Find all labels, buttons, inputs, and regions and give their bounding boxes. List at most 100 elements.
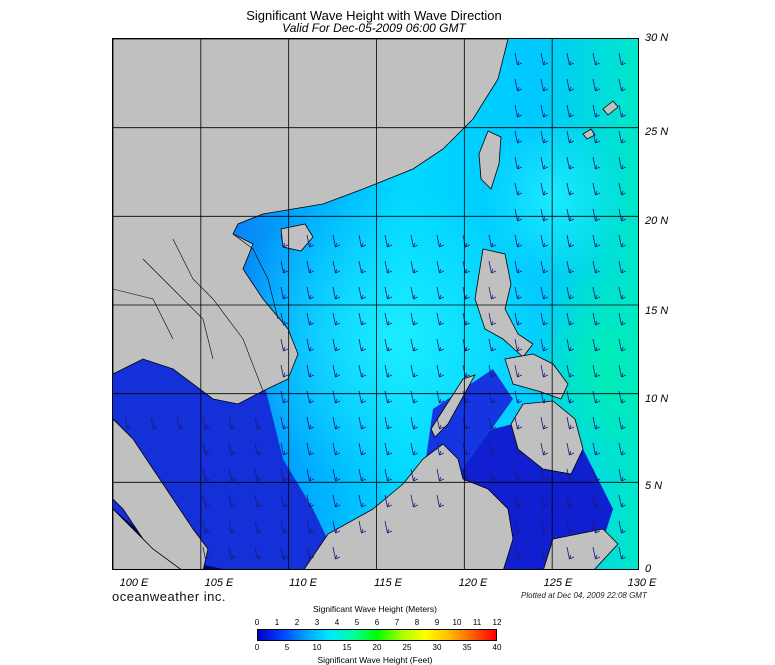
- wave-direction-arrow: [306, 260, 315, 274]
- lon-label-130e: 130 E: [627, 577, 657, 589]
- wave-direction-arrow: [306, 520, 315, 534]
- wave-direction-arrow: [436, 312, 445, 326]
- lat-label-30n: 30 N: [645, 32, 669, 44]
- wave-direction-arrow: [592, 78, 601, 92]
- lat-label-0: 0: [645, 563, 652, 575]
- wave-direction-arrow: [306, 416, 315, 430]
- wave-direction-arrow: [540, 52, 549, 66]
- wave-direction-arrow: [306, 442, 315, 456]
- wave-direction-arrow: [228, 494, 237, 508]
- wave-direction-arrow: [306, 234, 315, 248]
- wave-direction-arrow: [618, 312, 627, 326]
- wave-direction-arrow: [332, 338, 341, 352]
- wave-direction-arrow: [488, 364, 497, 378]
- meter-tick-label: 4: [334, 618, 340, 627]
- wave-direction-arrow: [332, 286, 341, 300]
- wave-direction-arrow: [488, 338, 497, 352]
- taiwan-island: [478, 130, 502, 190]
- wave-direction-arrow: [228, 416, 237, 430]
- wave-direction-arrow: [306, 312, 315, 326]
- wave-direction-arrow: [306, 494, 315, 508]
- wave-direction-arrow: [202, 468, 211, 482]
- wave-direction-arrow: [592, 130, 601, 144]
- meter-tick-label: 8: [414, 618, 420, 627]
- wave-direction-arrow: [618, 390, 627, 404]
- wave-direction-arrow: [436, 234, 445, 248]
- meter-tick-label: 11: [472, 618, 482, 627]
- wave-direction-arrow: [358, 312, 367, 326]
- wave-direction-arrow: [566, 52, 575, 66]
- wave-direction-arrow: [618, 364, 627, 378]
- map-title: Significant Wave Height with Wave Direct…: [246, 8, 502, 23]
- wave-direction-arrow: [280, 338, 289, 352]
- wave-direction-arrow: [254, 442, 263, 456]
- wave-direction-arrow: [592, 312, 601, 326]
- wave-direction-arrow: [540, 338, 549, 352]
- wave-direction-arrow: [280, 234, 289, 248]
- lon-label-105e: 105 E: [204, 577, 234, 589]
- wave-direction-arrow: [514, 130, 523, 144]
- wave-direction-arrow: [540, 182, 549, 196]
- wave-direction-arrow: [358, 234, 367, 248]
- luzon-strait-waves: [483, 119, 623, 279]
- lat-label-20n: 20 N: [645, 215, 669, 227]
- feet-tick-label: 40: [492, 643, 502, 652]
- wave-direction-arrow: [592, 364, 601, 378]
- meter-tick-label: 6: [374, 618, 380, 627]
- wave-direction-arrow: [384, 468, 393, 482]
- wave-direction-arrow: [436, 364, 445, 378]
- wave-direction-arrow: [410, 416, 419, 430]
- wave-height-map: [112, 38, 639, 570]
- wave-direction-arrow: [306, 364, 315, 378]
- wave-direction-arrow: [488, 260, 497, 274]
- wave-direction-arrow: [540, 208, 549, 222]
- wave-direction-arrow: [540, 390, 549, 404]
- wave-direction-arrow: [618, 208, 627, 222]
- wave-direction-arrow: [592, 182, 601, 196]
- borneo-island: [303, 443, 514, 569]
- wave-direction-arrow: [540, 312, 549, 326]
- wave-direction-arrow: [436, 338, 445, 352]
- wave-direction-arrow: [540, 78, 549, 92]
- wave-direction-arrow: [332, 520, 341, 534]
- wave-direction-arrow: [228, 520, 237, 534]
- wave-direction-arrow: [618, 416, 627, 430]
- wave-direction-arrow: [410, 494, 419, 508]
- wave-direction-arrow: [436, 468, 445, 482]
- lat-label-15n: 15 N: [645, 305, 669, 317]
- wave-direction-arrow: [540, 234, 549, 248]
- wave-direction-arrow: [592, 416, 601, 430]
- wave-direction-arrow: [280, 546, 289, 560]
- wave-direction-arrow: [280, 260, 289, 274]
- wave-direction-arrow: [410, 468, 419, 482]
- lon-label-115e: 115 E: [374, 577, 402, 589]
- meter-tick-label: 9: [434, 618, 440, 627]
- lon-label-100e: 100 E: [119, 577, 149, 589]
- lon-label-110e: 110 E: [289, 577, 317, 589]
- wave-direction-arrow: [332, 260, 341, 274]
- legend-title-meters: Significant Wave Height (Meters): [313, 604, 437, 614]
- wave-direction-arrow: [254, 416, 263, 430]
- wave-direction-arrow: [358, 364, 367, 378]
- wave-direction-arrow: [124, 416, 133, 430]
- feet-tick-label: 5: [284, 643, 290, 652]
- wave-direction-arrow: [514, 104, 523, 118]
- wave-direction-arrow: [540, 156, 549, 170]
- wave-direction-arrow: [436, 442, 445, 456]
- asia-mainland: [113, 39, 509, 405]
- wave-direction-arrow: [540, 130, 549, 144]
- wave-direction-arrow: [592, 52, 601, 66]
- meter-tick-label: 1: [274, 618, 280, 627]
- feet-tick-label: 25: [402, 643, 412, 652]
- wave-direction-arrow: [280, 312, 289, 326]
- wave-direction-arrow: [592, 546, 601, 560]
- wave-direction-arrow: [618, 234, 627, 248]
- wave-direction-arrow: [618, 468, 627, 482]
- wave-direction-arrow: [332, 312, 341, 326]
- lat-lon-grid: [113, 39, 638, 569]
- wave-direction-arrow: [514, 260, 523, 274]
- meter-tick-label: 10: [452, 618, 462, 627]
- wave-direction-arrow: [618, 546, 627, 560]
- wave-direction-arrow: [540, 260, 549, 274]
- wave-direction-arrow: [436, 260, 445, 274]
